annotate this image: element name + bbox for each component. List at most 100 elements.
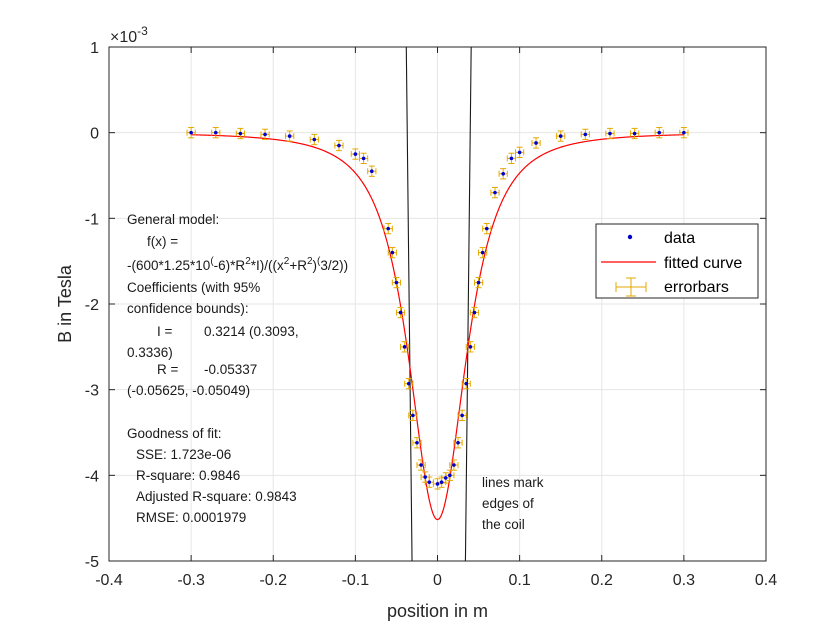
fit-line-i-value: 0.3214 (0.3093, [204,324,299,339]
data-point [448,473,452,478]
x-tick-label: -0.1 [342,572,370,589]
coil-note-line-3: the coil [482,517,525,532]
data-point [657,130,662,135]
data-point [435,482,440,486]
fitted-curve [191,134,684,521]
y-axis-label: B in Tesla [55,264,75,343]
fitted-curve-line [191,134,684,521]
fit-line-coefficients: Coefficients (with 95% [127,280,260,295]
x-tick-label: 0.4 [755,572,777,589]
data-point [439,480,444,484]
y-tick-label: 0 [90,126,99,143]
data-point [456,440,460,445]
legend-box [595,223,759,299]
legend-marker-data [627,234,633,240]
data-point [472,310,477,315]
x-tick-label: 0.3 [673,572,695,589]
x-tick-label: -0.3 [177,572,205,589]
x-tick-label: -0.2 [259,572,287,589]
tick-labels: -0.4 -0.3 -0.2 -0.1 0 0.1 0.2 0.3 0.4 -5 -4 -3 -2 -1 0… [85,40,777,589]
data-point [287,134,292,138]
x-axis-label: position in m [387,601,488,621]
y-tick-label: -2 [85,297,99,314]
data-point [411,413,415,418]
data-point [509,156,514,161]
x-tick-label: -0.4 [95,572,123,589]
data-point [464,381,469,386]
coil-edge-line [405,46,413,562]
fit-line-general-model: General model: [127,212,219,227]
errorbar [395,306,406,319]
data-point [402,345,407,349]
exponent-label: ×10-3 [110,24,148,46]
fit-line-fx: f(x) = [147,234,178,249]
y-tick-label: -4 [85,468,99,485]
errorbar [469,306,480,319]
fit-line-i-label: I = [157,324,173,339]
fit-line-goodness: Goodness of fit: [127,426,222,441]
y-tick-label: -1 [85,211,99,228]
data-point [398,310,403,315]
data-point [406,381,411,386]
data-point [608,131,612,136]
x-tick-label: 0.1 [509,572,531,589]
data-points [189,130,686,486]
data-point [312,137,317,142]
data-point [415,440,419,445]
legend-label-fitted-curve: fitted curve [664,255,742,272]
data-point [480,250,485,255]
errorbar [498,168,508,180]
errorbar [478,246,488,259]
legend-label-data: data [664,230,695,247]
grid [108,46,767,562]
data-point [452,463,456,467]
fit-line-rsquare: R-square: 0.9846 [136,468,240,483]
y-tick-label: 1 [90,40,99,57]
errorbar [605,127,615,140]
data-point [263,132,267,137]
y-tick-label: -3 [85,383,99,400]
data-point [361,156,366,161]
data-point [682,130,686,135]
fit-line-adj-rsquare: Adjusted R-square: 0.9843 [136,489,297,504]
data-point [493,190,497,195]
data-point [501,171,506,176]
coil-note: lines mark edges of the coil [482,475,544,532]
data-point [558,134,563,138]
data-point [189,130,193,135]
errorbar [387,246,397,259]
x-tick-label: 0 [433,572,442,589]
fit-line-r-bounds: (-0.05625, -0.05049) [127,383,250,398]
data-point [370,169,374,174]
legend-marker-errorbars [615,277,647,297]
fit-line-r-value: -0.05337 [204,362,257,377]
fit-annotation: General model: f(x) = -(600*1.25*10(-6)*… [127,212,348,525]
coil-note-line-2: edges of [482,496,534,511]
data-point [386,226,391,231]
data-point [517,150,522,155]
data-point [390,250,395,255]
data-point [394,280,399,285]
x-tick-label: 0.2 [591,572,613,589]
y-tick-label: -5 [85,554,99,571]
data-point [632,131,637,136]
data-point [460,413,464,418]
data-point [484,226,489,231]
data-point [468,345,473,349]
fit-line-rmse: RMSE: 0.0001979 [136,510,246,525]
data-point [443,476,448,480]
legend: data fitted curve errorbars [595,223,759,299]
fit-line-bounds: confidence bounds): [127,301,249,316]
data-point [213,130,218,135]
legend-label-errorbars: errorbars [664,279,729,296]
errorbar [408,409,418,422]
fit-line-r-label: R = [157,362,179,377]
data-point [419,463,423,467]
data-point [353,152,358,156]
coil-note-line-1: lines mark [482,475,544,490]
data-point [238,131,243,136]
data-point [583,132,588,137]
data-point [534,141,538,145]
